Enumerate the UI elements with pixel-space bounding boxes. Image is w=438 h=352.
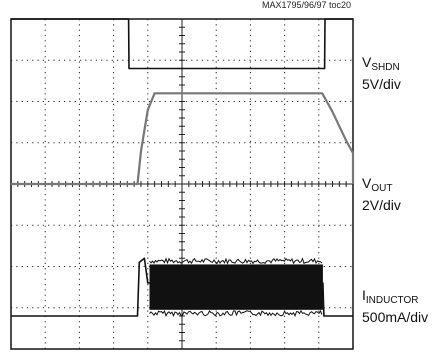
iinductor-scale: 500mA/div [362,309,429,325]
trace-vout [11,92,355,186]
vout-label: VOUT 2V/div [362,175,401,213]
vshdn-symbol: V [362,54,372,70]
vout-scale: 2V/div [362,197,401,213]
iinductor-symbol: I [362,287,366,303]
vout-subscript: OUT [371,183,393,194]
figure-id-label: MAX1795/96/97 toc20 [262,0,352,10]
trace-vshdn [11,18,353,70]
iinductor-label: IINDUCTOR 500mA/div [362,287,428,325]
vshdn-scale: 5V/div [362,76,401,92]
inductor-ripple-band [149,264,323,310]
ripple-edge-top [149,257,323,265]
traces [11,18,355,318]
ripple-edge-bottom [149,309,323,318]
trace-iinductor [11,257,353,317]
vshdn-label: VSHDN 5V/div [362,54,401,92]
vout-symbol: V [362,175,372,191]
vshdn-subscript: SHDN [371,62,400,73]
iinductor-subscript: INDUCTOR [365,295,419,306]
